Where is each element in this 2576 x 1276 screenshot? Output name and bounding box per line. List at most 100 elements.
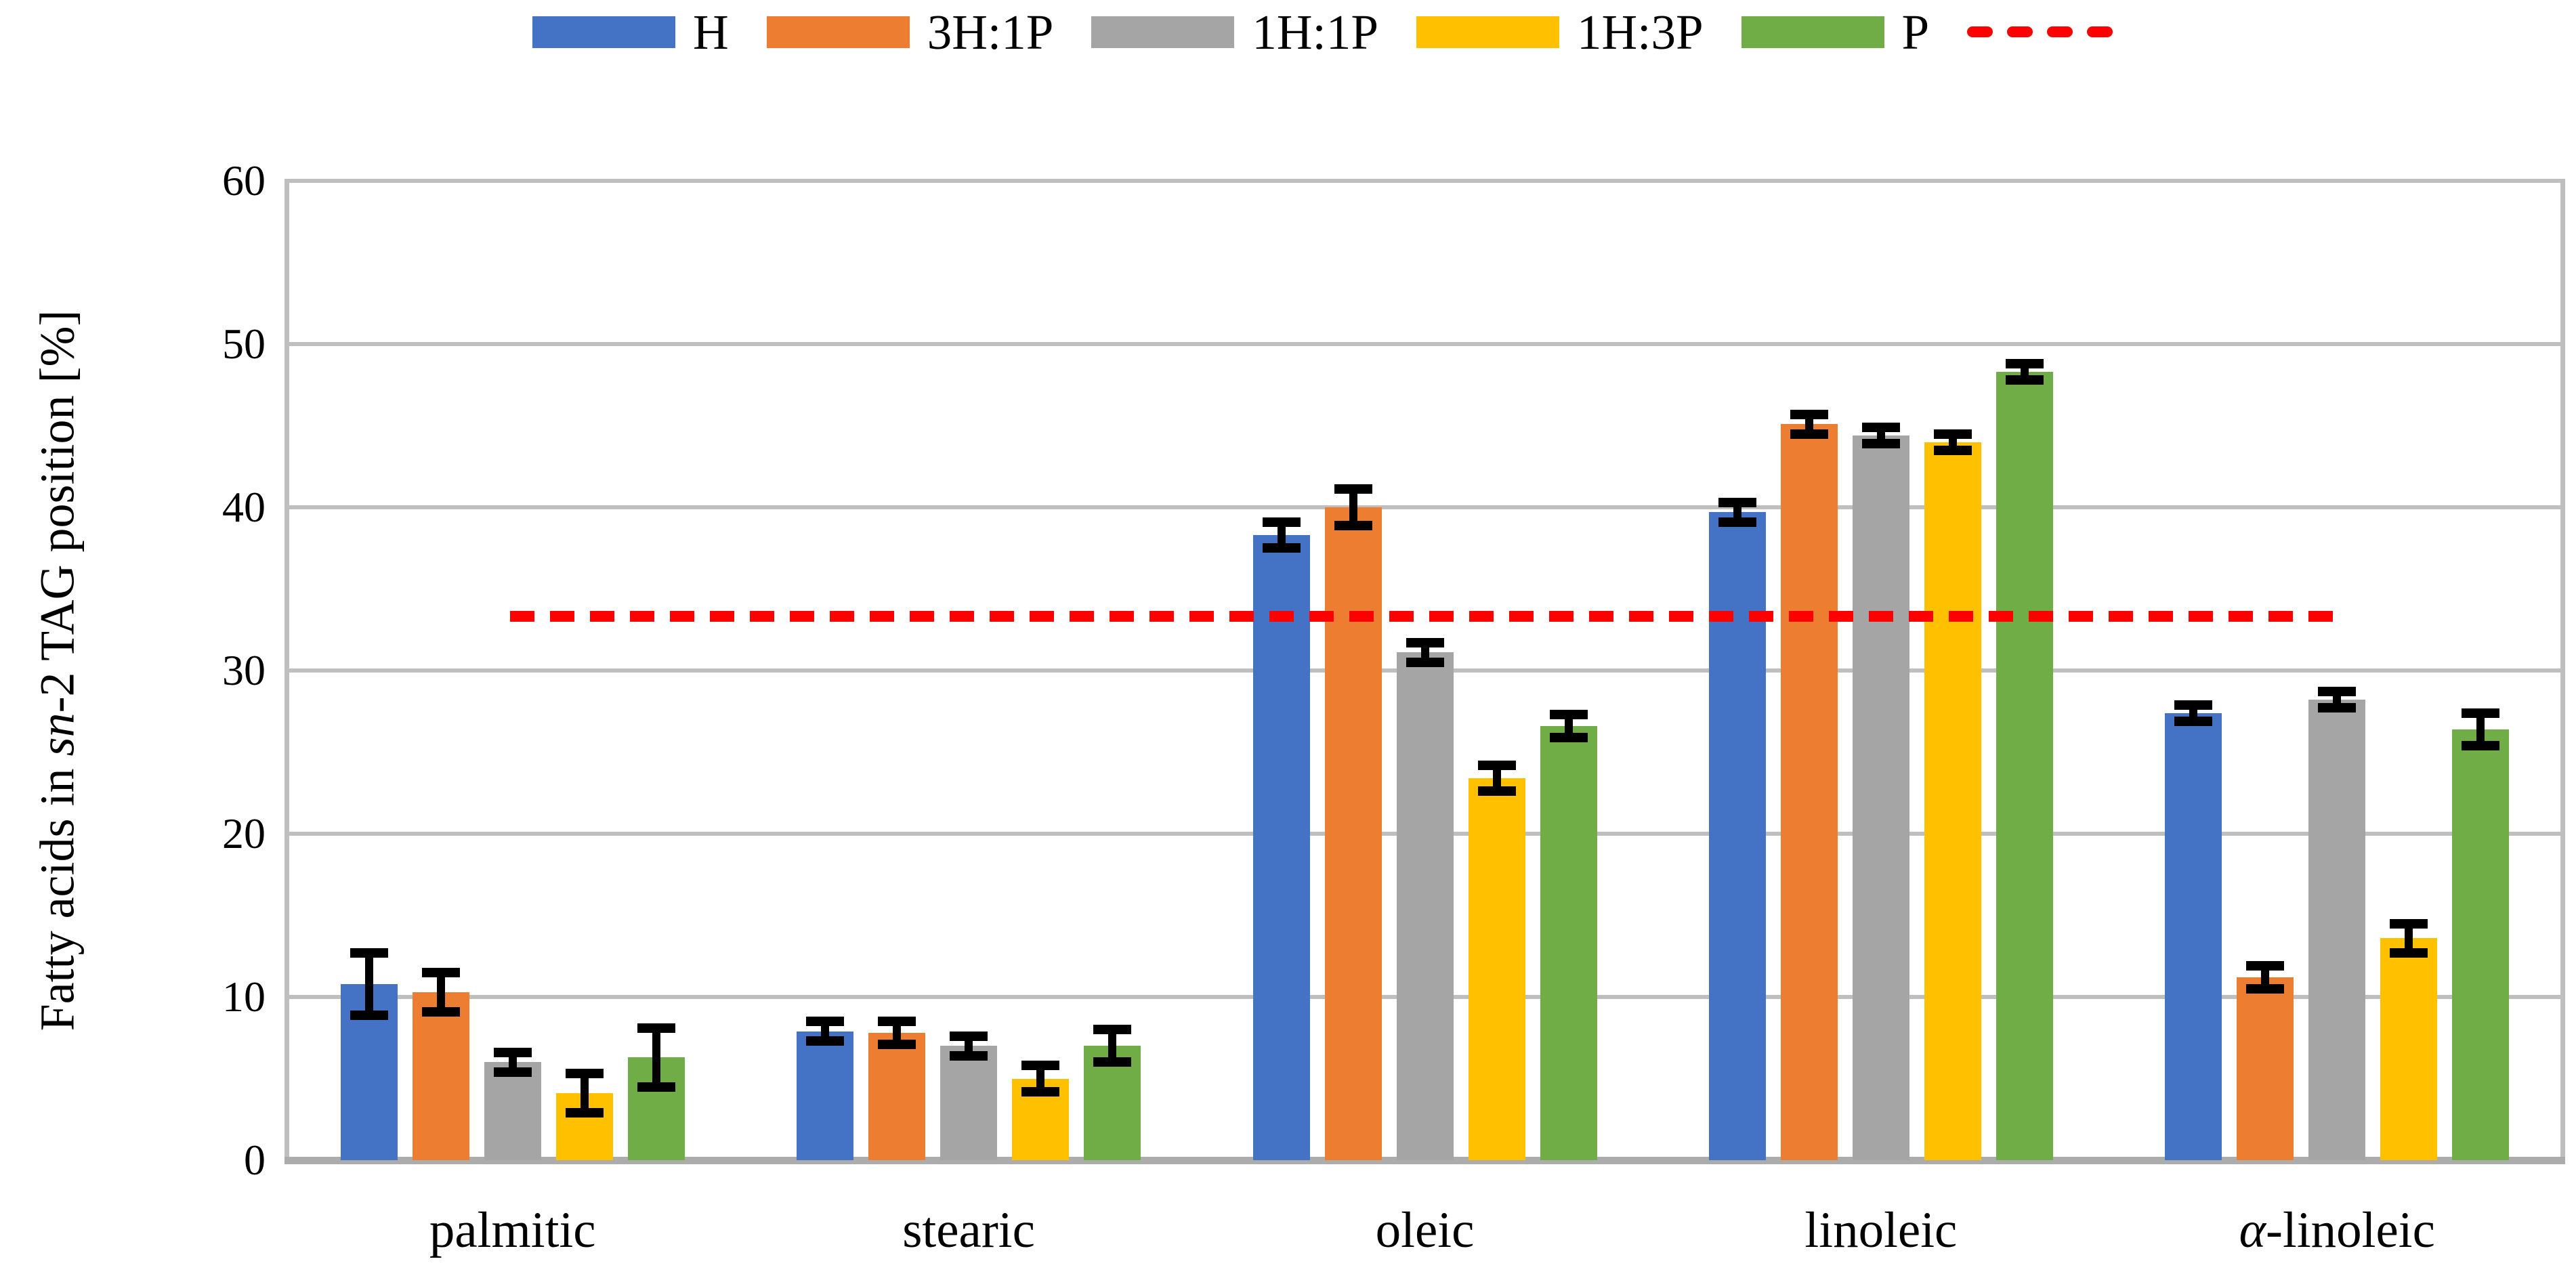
error-bar-cap-bottom [1093,1057,1132,1067]
error-bar-stem [1277,522,1286,549]
gridline-40 [284,505,2565,509]
error-bar-cap-bottom [1718,517,1756,527]
bar-3H:1P-linoleic [1780,424,1838,1160]
error-bar-stem [1036,1065,1045,1092]
error-bar-cap-bottom [637,1082,675,1092]
bar-H-oleic [1252,534,1310,1160]
error-bar-cap-top [950,1031,988,1041]
error-bar-cap-bottom [421,1006,460,1017]
error-bar-stem [2476,713,2485,746]
y-tick-label-30: 30 [222,646,266,694]
error-bar-cap-bottom [1406,657,1444,667]
error-bar-cap-bottom [2005,375,2044,385]
error-bar-cap-bottom [493,1067,532,1077]
error-bar-stem [2405,923,2413,953]
bar-1H:1P-stearic [940,1046,998,1160]
error-bar-cap-top [1718,497,1756,507]
category-label-α-linoleic: α-linoleic [2239,1202,2435,1258]
error-bar-cap-top [350,948,388,958]
error-bar-stem [1492,765,1501,792]
error-bar-cap-bottom [806,1036,845,1046]
error-bar-stem [1564,715,1573,738]
error-bar-stem [508,1052,517,1072]
error-bar-cap-top [1262,517,1301,527]
error-bar-cap-bottom [1021,1086,1060,1097]
gridline-60 [284,179,2565,183]
error-bar-stem [436,972,445,1012]
legend-swatch-H [532,16,675,48]
bar-1H:1P-oleic [1396,652,1454,1160]
error-bar-cap-top [878,1017,916,1027]
error-bar-cap-top [2318,687,2357,697]
y-tick-label-20: 20 [222,809,266,857]
error-bar-cap-bottom [2246,983,2285,994]
error-bar-cap-top [806,1017,845,1027]
error-bar-stem [1733,502,1741,522]
legend-swatch-P [1741,16,1884,48]
y-tick-label-10: 10 [222,973,266,1021]
y-tick-label-40: 40 [222,483,266,531]
error-bar-cap-bottom [2174,716,2213,726]
category-label-oleic: oleic [1375,1202,1475,1258]
legend-label-3H:1P: 3H:1P [927,4,1054,60]
x-axis-line [284,1157,2565,1164]
bar-P-oleic [1540,725,1597,1160]
legend-dash [2047,26,2073,37]
legend-reference-line-sample [1967,26,2113,37]
error-bar-stem [821,1021,830,1042]
error-bar-stem [1420,643,1429,662]
plot-right-border [2560,181,2565,1160]
error-bar-cap-bottom [2318,703,2357,713]
bar-1H:3P-linoleic [1924,442,1981,1160]
bar-3H:1P-palmitic [412,992,469,1160]
legend-label-H: H [693,4,729,60]
error-bar-cap-bottom [1334,520,1372,530]
legend-item-1H:1P: 1H:1P [1091,7,1378,57]
error-bar-cap-top [1933,429,1972,439]
legend-dash [2087,26,2113,37]
gridline-50 [284,342,2565,346]
legend-item-P: P [1741,7,1929,57]
bar-3H:1P-oleic [1324,507,1382,1160]
legend: H 3H:1P 1H:1P 1H:3P P [532,5,2113,58]
bar-H-linoleic [1708,512,1766,1160]
error-bar-cap-bottom [878,1039,916,1049]
error-bar-cap-bottom [2462,740,2500,750]
error-bar-cap-top [1790,409,1828,419]
y-tick-label-50: 50 [222,320,266,368]
error-bar-stem [580,1073,589,1113]
error-bar-cap-top [1861,422,1900,432]
error-bar-stem [893,1021,902,1044]
category-label-stearic: stearic [902,1202,1035,1258]
error-bar-cap-bottom [350,1010,388,1020]
y-tick-label-60: 60 [222,156,266,205]
category-label-palmitic: palmitic [429,1202,596,1258]
category-label-linoleic: linoleic [1804,1202,1958,1258]
legend-dash [1967,26,1993,37]
error-bar-cap-bottom [2390,948,2428,958]
legend-label-1H:3P: 1H:3P [1576,4,1704,60]
error-bar-cap-bottom [565,1108,604,1118]
error-bar-cap-bottom [1477,786,1516,796]
legend-item-1H:3P: 1H:3P [1416,7,1704,57]
bar-H-stearic [797,1031,854,1160]
error-bar-cap-top [2174,700,2213,710]
error-bar-cap-top [2246,961,2285,971]
error-bar-stem [364,952,373,1015]
error-bar-cap-bottom [1790,429,1828,439]
legend-swatch-3H:1P [766,16,910,48]
reference-line [510,611,2344,622]
error-bar-cap-bottom [1549,732,1588,742]
error-bar-stem [1108,1029,1117,1063]
error-bar-cap-bottom [950,1050,988,1061]
error-bar-cap-top [2390,918,2428,929]
bar-3H:1P-stearic [868,1033,926,1160]
legend-dash [2007,26,2033,37]
error-bar-cap-top [565,1069,604,1079]
plot-left-border [284,181,289,1160]
error-bar-cap-top [1477,760,1516,770]
bar-P-linoleic [1996,371,2053,1160]
bar-1H:3P-oleic [1468,778,1525,1160]
